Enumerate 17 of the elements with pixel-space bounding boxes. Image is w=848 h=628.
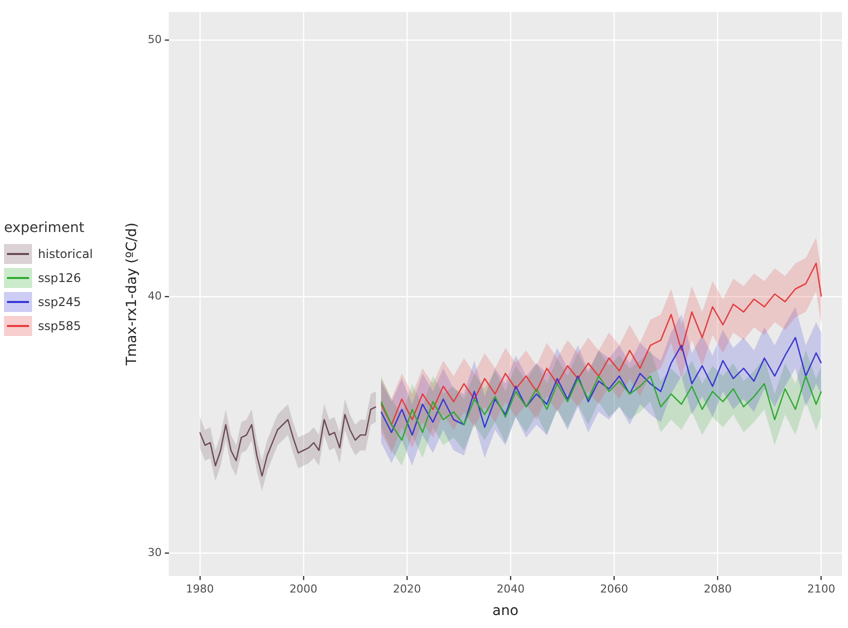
legend-title: experiment (4, 220, 86, 236)
x-tick-label: 2020 (393, 582, 422, 596)
x-tick-label: 2080 (704, 582, 732, 596)
x-axis-title: ano (492, 603, 518, 620)
legend-label: ssp126 (38, 271, 82, 285)
x-tick-label: 2060 (600, 582, 628, 596)
x-tick-label: 1980 (186, 582, 214, 596)
x-tick-label: 2100 (807, 582, 836, 596)
y-axis-title: Tmax-rx1-day (ºC/d) (124, 222, 140, 366)
y-tick-label: 30 (148, 546, 162, 559)
x-tick-label: 2040 (496, 582, 525, 596)
x-tick-label: 2000 (289, 582, 318, 596)
y-tick-label: 40 (148, 289, 162, 302)
legend-label: ssp585 (38, 319, 82, 333)
legend-label: historical (38, 247, 93, 261)
legend-label: ssp245 (38, 295, 82, 309)
y-tick-label: 50 (148, 33, 162, 46)
